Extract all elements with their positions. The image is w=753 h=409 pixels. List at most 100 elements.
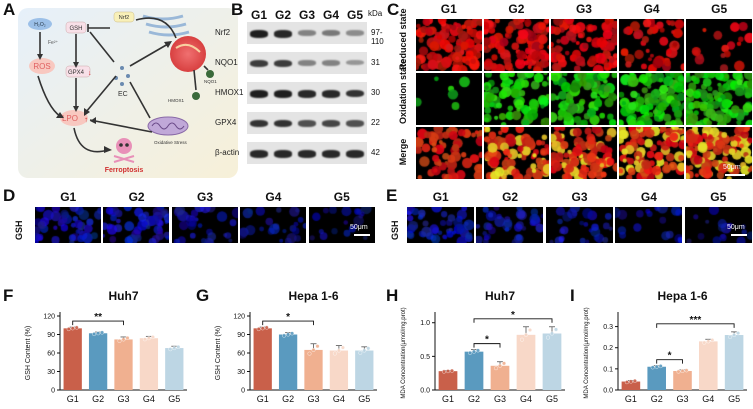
fluorescence-image [171,207,238,243]
data-point [290,331,295,336]
panel-d-label: D [3,186,16,205]
x-tick-label: G2 [282,394,294,404]
data-point [523,332,528,337]
panel-a-label: A [3,0,16,19]
band-label: GPX4 [215,118,237,127]
group-label-g5: G5 [346,8,363,22]
data-point [624,380,629,385]
ferroptosis-text: Ferroptosis [105,167,144,174]
data-point [142,337,147,342]
fluorescence-image [416,127,482,179]
scale-label: 50μm [350,224,368,231]
image-tile [617,126,686,180]
group-label-g2: G2 [502,190,519,204]
fluorescence-image [618,19,685,71]
group-label-g2: G2 [508,2,525,16]
hmox1-text: HMOX1 [168,98,185,103]
image-tile [482,126,551,180]
data-point [125,335,130,340]
x-tick-label: G2 [468,394,480,404]
bar-g2 [464,351,484,390]
h2o2-node [28,18,52,30]
bar-g2 [88,333,108,390]
blot-strip [247,22,367,44]
fluorescence-image [686,127,752,179]
fluorescence-image [416,19,482,71]
data-point [336,348,341,353]
data-point [446,369,451,374]
data-point [497,363,502,368]
lpo-text: LPO [62,114,78,123]
blot-band [346,90,364,98]
bar-g1 [438,371,458,390]
panel-c-image-grid: 50μm [415,18,753,180]
ec-text: EC [118,91,128,98]
image-tile [685,72,753,126]
bar-g1 [621,381,641,390]
nrf2-text: Nrf2 [119,15,129,21]
panel-d-image-row: 50μm [34,206,376,244]
group-label-g4: G4 [265,190,282,204]
data-point [545,335,550,340]
ros-node [29,58,55,74]
x-tick-label: G4 [702,394,714,404]
blot-band [322,150,340,158]
x-tick-label: G5 [168,394,180,404]
image-tile [685,18,753,72]
y-axis-label: GSH Content (%) [215,326,222,380]
fluorescence-image [483,19,550,71]
image-tile [475,206,545,244]
y-tick-label: 0.0 [603,388,613,395]
x-tick-label: G3 [307,394,319,404]
blot-band [322,120,340,127]
y-tick-label: 30 [237,369,245,376]
skull-icon [113,138,135,163]
group-label-g2: G2 [128,190,145,204]
chart-title: Hepa 1-6 [288,289,338,303]
western-blot-group-labels: G1 G2 G3 G4 G5 [247,8,367,22]
blot-band [250,90,268,98]
scale-label: 50μm [727,224,745,231]
ox-stress-text: Oxidative Stress [154,140,188,145]
blot-strip [247,112,367,134]
panel-d-row-label: GSH [14,220,24,240]
image-tile [614,206,684,244]
chart-i-hepa-mda: Hepa 1-6 MDA Concentration(μmol/mg.prot) 0… [584,289,747,404]
image-tile [482,72,551,126]
data-point [117,338,122,343]
image-tile [406,206,476,244]
image-tile [415,18,483,72]
data-point [358,350,363,355]
pathway-arrows [37,17,209,153]
significance-bracket [473,343,501,348]
blot-band [274,90,292,98]
data-point [632,378,637,383]
y-tick-label: 30 [47,369,55,376]
bar-g3 [114,339,133,390]
image-tile [550,18,618,72]
ec-molecule-icon [114,66,130,86]
significance-bracket [72,320,124,326]
blot-band [322,60,340,66]
kda-header: kDa [368,9,383,18]
band-kda: 30 [371,88,380,97]
image-tile [544,206,615,244]
fluorescence-image [483,73,550,125]
blot-strip [247,142,367,164]
data-point [553,327,558,332]
data-point [260,326,265,331]
y-tick-label: 0 [51,388,55,395]
bar-g4 [329,350,349,390]
y-tick-label: 90 [237,332,245,339]
significance-bracket [656,323,735,328]
x-tick-label: G5 [358,394,370,404]
image-tile [617,72,686,126]
h2o2-text: H₂O₂ [34,22,45,28]
blot-band [346,30,364,36]
panel-h-label: H [386,286,399,305]
data-point [676,369,681,374]
ros-text: ROS [33,62,50,71]
data-point [501,361,506,366]
data-point [710,338,715,343]
image-tile [683,206,753,244]
